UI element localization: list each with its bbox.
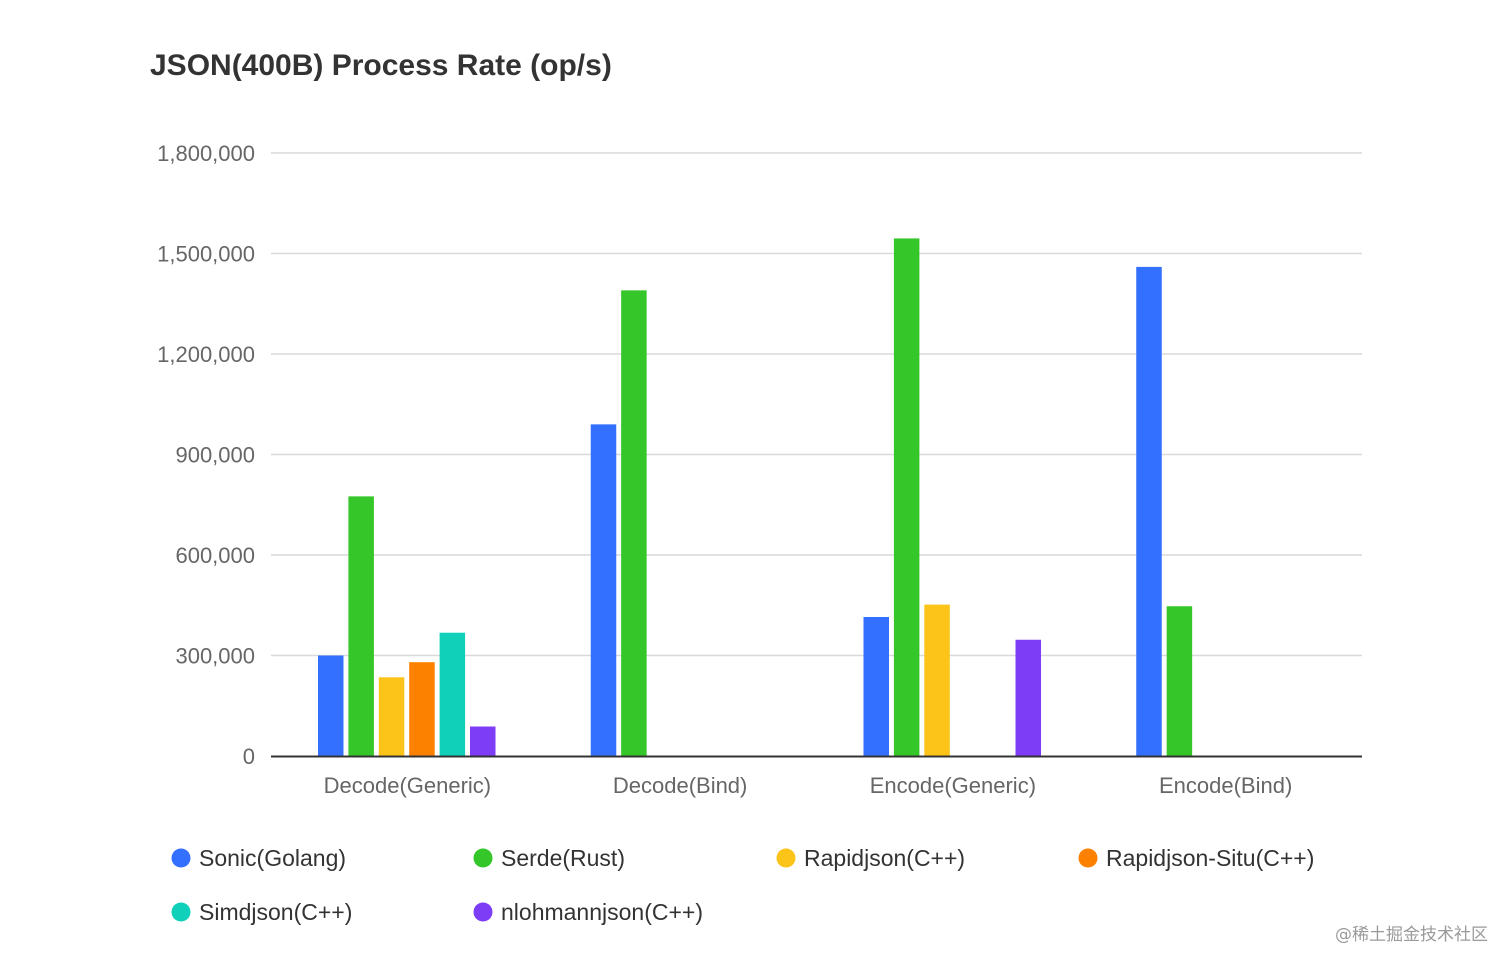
- y-tick-label: 900,000: [175, 443, 255, 468]
- bar-nlohmannjson-c-encode-generic: [1015, 639, 1041, 756]
- y-tick-label: 600,000: [175, 543, 255, 568]
- legend-swatch: [473, 848, 493, 868]
- bar-serde-rust-decode-bind: [621, 290, 647, 756]
- y-tick-label: 1,200,000: [157, 342, 255, 367]
- bar-rapidjson-c-decode-generic: [378, 677, 405, 756]
- legend-item: nlohmannjson(C++): [473, 899, 703, 925]
- y-tick-label: 1,800,000: [157, 141, 255, 166]
- legend-item: Sonic(Golang): [171, 845, 346, 871]
- bar-serde-rust-encode-generic: [893, 238, 920, 757]
- bar-sonic-golang-encode-generic: [863, 616, 889, 756]
- legend-swatch: [171, 848, 191, 868]
- x-tick-label: Decode(Generic): [324, 773, 492, 798]
- bar-rapidjson-c-encode-generic: [924, 604, 950, 756]
- chart-title: JSON(400B) Process Rate (op/s): [150, 49, 612, 82]
- legend-label: nlohmannjson(C++): [501, 899, 703, 925]
- y-tick-label: 0: [243, 744, 255, 769]
- watermark: @稀土掘金技术社区: [1335, 925, 1488, 945]
- legend-item: Rapidjson(C++): [776, 845, 965, 871]
- legend-item: Simdjson(C++): [171, 899, 352, 925]
- y-axis-ticks: 0 300,000 600,000 900,000 1,200,000 1,500,000…: [157, 141, 255, 769]
- bar-rapidjson-situ-c-decode-generic: [409, 662, 435, 756]
- legend-label: Rapidjson-Situ(C++): [1106, 845, 1314, 871]
- legend-swatch: [171, 902, 191, 922]
- bar-nlohmannjson-c-decode-generic: [470, 726, 496, 756]
- legend-item: Serde(Rust): [473, 845, 625, 871]
- gridlines: [271, 152, 1362, 657]
- legend: Sonic(Golang) Serde(Rust) Rapidjson(C++) Ra…: [171, 845, 1314, 925]
- bar-sonic-golang-encode-bind: [1136, 266, 1162, 756]
- legend-swatch: [776, 848, 796, 868]
- legend-swatch: [1078, 848, 1098, 868]
- bar-serde-rust-encode-bind: [1166, 606, 1193, 756]
- bar-serde-rust-decode-generic: [348, 496, 374, 756]
- legend-label: Sonic(Golang): [199, 845, 346, 871]
- x-tick-label: Encode(Bind): [1159, 773, 1292, 798]
- legend-swatch: [473, 902, 493, 922]
- y-tick-label: 300,000: [175, 644, 255, 669]
- bars: [318, 238, 1193, 757]
- x-tick-label: Encode(Generic): [870, 773, 1036, 798]
- bar-sonic-golang-decode-generic: [318, 655, 344, 756]
- legend-label: Simdjson(C++): [199, 899, 352, 925]
- x-axis-ticks: Decode(Generic) Decode(Bind) Encode(Generi…: [324, 773, 1293, 798]
- x-tick-label: Decode(Bind): [613, 773, 748, 798]
- bar-simdjson-c-decode-generic: [439, 632, 466, 756]
- y-tick-label: 1,500,000: [157, 242, 255, 267]
- bar-sonic-golang-decode-bind: [590, 424, 617, 756]
- legend-label: Serde(Rust): [501, 845, 625, 871]
- legend-label: Rapidjson(C++): [804, 845, 965, 871]
- legend-item: Rapidjson-Situ(C++): [1078, 845, 1314, 871]
